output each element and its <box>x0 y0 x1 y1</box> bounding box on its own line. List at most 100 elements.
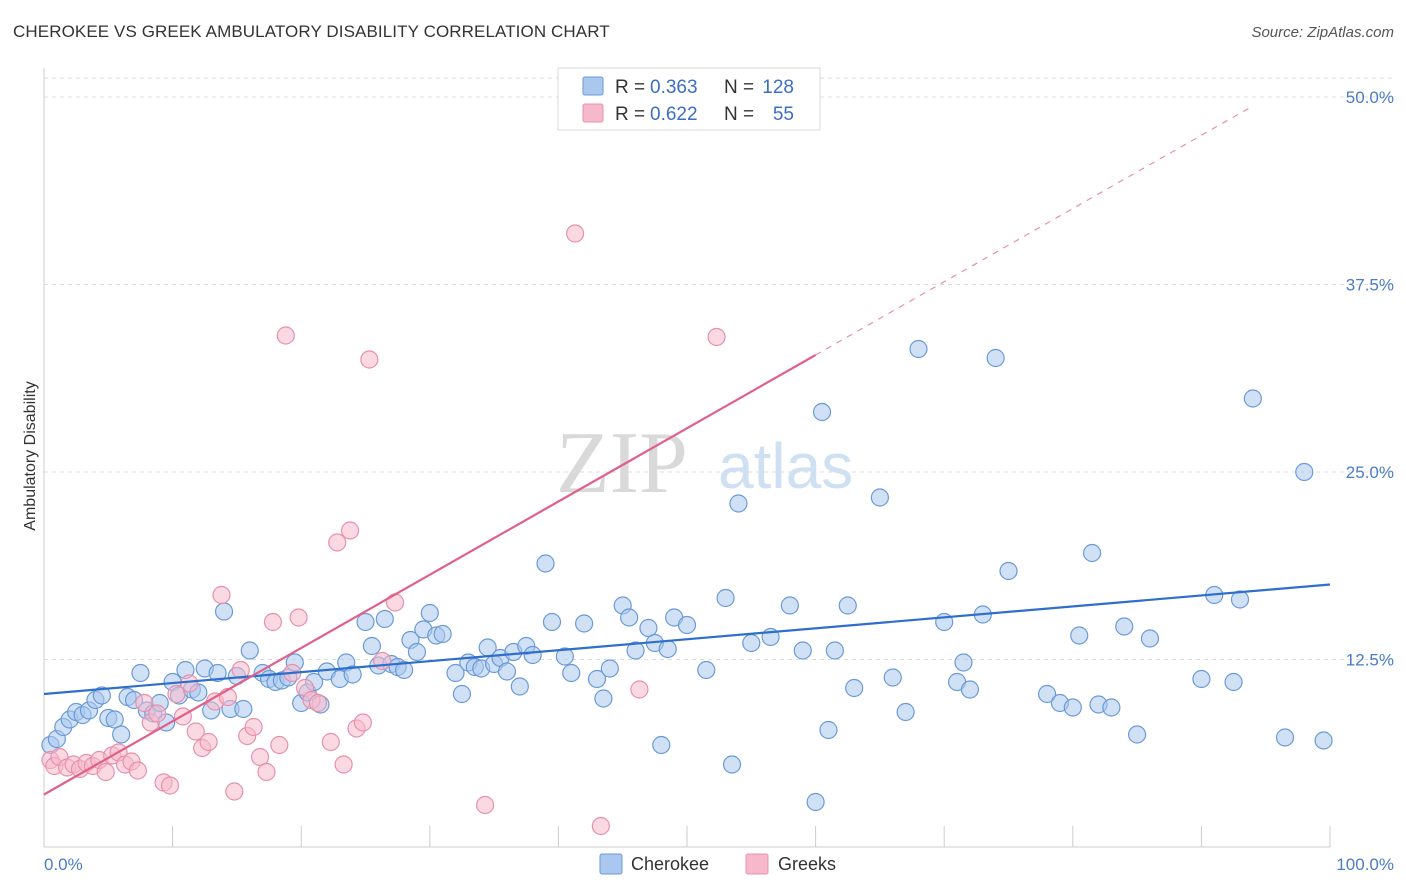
greeks-point <box>148 704 167 723</box>
grid-lines <box>44 77 1394 660</box>
bottom-legend-swatch-greeks <box>745 853 769 875</box>
series-legend: Cherokee Greeks <box>599 853 836 875</box>
legend-n-label-1: N = <box>724 77 754 98</box>
cherokee-point <box>362 636 382 656</box>
legend-swatch-greeks <box>582 103 604 123</box>
cherokee-point <box>542 612 562 632</box>
greeks-point <box>231 660 250 680</box>
y-tick-label: 37.5% <box>1346 276 1394 295</box>
watermark-zip: ZIP <box>556 415 688 512</box>
cherokee-point <box>1295 462 1314 482</box>
cherokee-point <box>960 680 980 699</box>
greeks-point <box>212 585 231 605</box>
watermark-atlas: atlas <box>718 430 853 502</box>
greeks-point <box>199 732 218 752</box>
cherokee-point <box>433 624 452 644</box>
cherokee-point <box>1063 698 1082 717</box>
y-tick-label: 50.0% <box>1346 88 1394 107</box>
x-tick-label-min: 0.0% <box>44 855 83 874</box>
greeks-point <box>707 327 726 347</box>
greeks-point <box>218 687 237 707</box>
legend-r-label-2: R = <box>615 104 645 125</box>
cherokee-point <box>870 488 890 507</box>
cherokee-point <box>240 641 259 660</box>
cherokee-point <box>780 596 799 615</box>
cherokee-point <box>793 641 812 660</box>
cherokee-point <box>838 596 857 615</box>
y-tick-label: 12.5% <box>1346 651 1394 670</box>
correlation-legend: R = 0.363 N = 128 R = 0.622 N = 55 <box>557 67 821 131</box>
greeks-point <box>270 735 289 755</box>
cherokee-point <box>555 647 574 666</box>
cherokee-point <box>620 608 639 627</box>
greeks-point <box>276 326 295 345</box>
cherokee-point <box>639 618 658 638</box>
cherokee-point <box>575 614 594 633</box>
cherokee-point <box>375 609 394 629</box>
x-tick-label-max: 100.0% <box>1336 855 1394 874</box>
cherokee-point <box>825 641 844 660</box>
greeks-point <box>289 608 308 627</box>
cherokee-point <box>954 653 973 672</box>
y-tick-labels: 12.5% 25.0% 37.5% 50.0% <box>1346 88 1394 670</box>
cherokee-point <box>658 639 677 659</box>
greeks-point <box>167 684 186 704</box>
greeks-point <box>340 521 360 540</box>
cherokee-point <box>536 554 555 573</box>
cherokee-point <box>1070 626 1089 645</box>
cherokee-point <box>523 645 542 665</box>
cherokee-point <box>208 663 227 683</box>
greeks-point <box>373 651 392 671</box>
cherokee-point <box>420 603 439 623</box>
cherokee-point <box>812 402 832 422</box>
cherokee-point <box>697 660 716 680</box>
cherokee-point <box>1082 543 1102 563</box>
greeks-point <box>321 732 340 752</box>
greeks-point <box>475 795 495 815</box>
greeks-point <box>244 717 263 737</box>
cherokee-point <box>999 561 1018 581</box>
cherokee-point <box>722 755 742 774</box>
cherokee-point <box>1314 731 1333 750</box>
cherokee-point <box>600 659 619 678</box>
cherokee-trend-line <box>43 583 1331 696</box>
cherokee-point <box>131 663 150 683</box>
cherokee-point <box>896 702 915 722</box>
cherokee-point <box>677 615 697 635</box>
legend-n-label-2: N = <box>724 104 754 125</box>
legend-r-value-2: 0.622 <box>650 104 698 125</box>
cherokee-point <box>394 660 414 680</box>
greeks-points <box>41 224 726 836</box>
bottom-legend-greeks: Greeks <box>778 854 836 874</box>
cherokee-point <box>562 663 581 683</box>
cherokee-point <box>497 662 517 681</box>
greeks-point <box>257 762 276 782</box>
chart-title: CHEROKEE VS GREEK AMBULATORY DISABILITY … <box>13 22 610 41</box>
cherokee-point <box>356 612 375 632</box>
cherokee-point <box>626 641 645 660</box>
greeks-point <box>186 722 205 741</box>
greeks-point <box>566 224 585 243</box>
greeks-point <box>225 782 244 801</box>
greeks-trend-extension <box>815 105 1254 356</box>
cherokee-point <box>112 725 131 744</box>
greeks-point <box>250 747 270 767</box>
greeks-point <box>591 816 610 836</box>
cherokee-point <box>1115 617 1134 636</box>
greeks-point <box>385 593 405 612</box>
greeks-point <box>263 612 283 632</box>
greeks-point <box>308 693 328 713</box>
cherokee-point <box>214 602 234 621</box>
cherokee-point <box>883 668 902 687</box>
cherokee-point <box>510 677 529 696</box>
cherokee-point <box>845 678 864 698</box>
cherokee-point <box>819 720 838 740</box>
greeks-point <box>334 755 353 774</box>
greeks-point <box>328 533 347 552</box>
cherokee-point <box>343 665 362 684</box>
cherokee-point <box>594 689 613 708</box>
greeks-point <box>630 680 649 699</box>
greeks-point <box>135 693 154 713</box>
greeks-point <box>180 674 199 693</box>
